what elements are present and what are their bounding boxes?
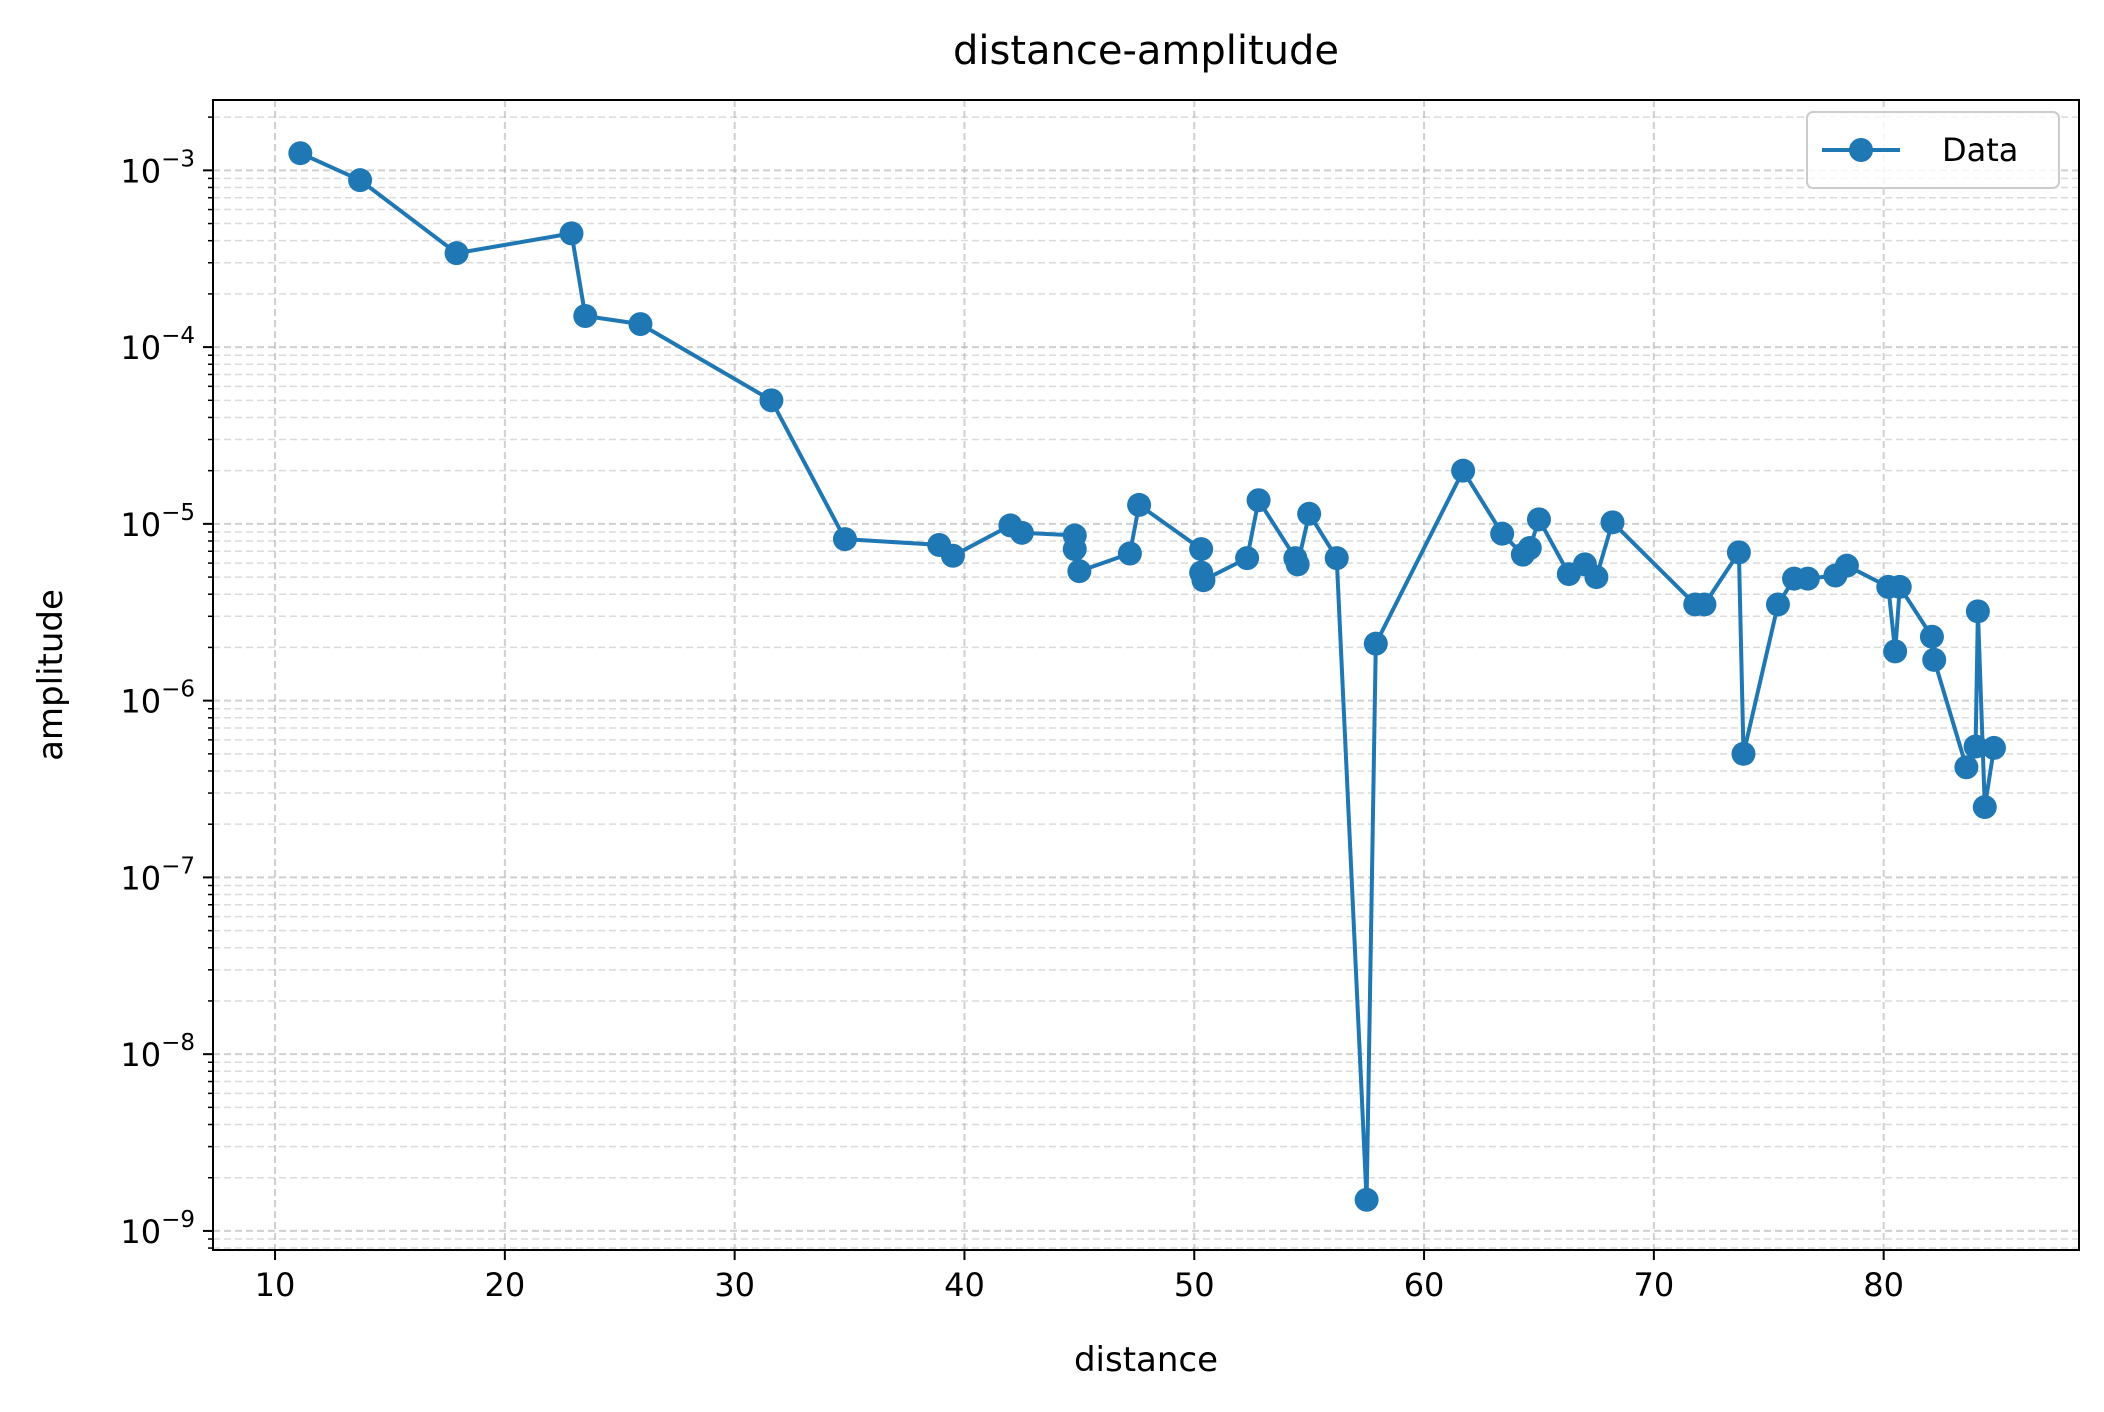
data-point (1517, 536, 1542, 561)
data-point (1834, 553, 1859, 578)
x-tick-label: 50 (1174, 1266, 1215, 1304)
data-point (1765, 592, 1790, 617)
data-point (628, 312, 653, 337)
x-tick-label: 10 (255, 1266, 296, 1304)
data-point (759, 388, 784, 413)
data-point (444, 241, 469, 266)
data-point (1246, 488, 1271, 513)
data-point (1883, 639, 1908, 664)
data-point (559, 221, 584, 246)
grid (213, 100, 2079, 1250)
x-tick-label: 40 (944, 1266, 985, 1304)
data-point (1189, 537, 1214, 562)
legend: Data (1806, 111, 2060, 189)
x-tick-label: 60 (1404, 1266, 1445, 1304)
x-tick-label: 80 (1863, 1266, 1904, 1304)
y-tick-label: 10−6 (120, 677, 195, 721)
x-tick-label: 20 (484, 1266, 525, 1304)
y-tick-label: 10−9 (120, 1207, 195, 1251)
data-point (573, 303, 598, 328)
data-point (1731, 741, 1756, 766)
y-tick-label: 10−5 (120, 500, 195, 544)
series-layer (288, 141, 2006, 1212)
data-point (1062, 537, 1087, 562)
data-point (1584, 565, 1609, 590)
plot-frame (212, 99, 2080, 1251)
ticks: 10 20 30 40 50 60 70 80 10−9 10−8 10−7 10−6 10−5 10−4… (120, 116, 1904, 1304)
y-axis-label: amplitude (31, 589, 71, 761)
y-tick-label: 10−3 (120, 146, 195, 190)
data-point (1692, 592, 1717, 617)
x-tick-label: 30 (714, 1266, 755, 1304)
data-point (1363, 631, 1388, 656)
data-point (1954, 755, 1979, 780)
data-point (1117, 541, 1142, 566)
legend-box (1806, 111, 2060, 189)
y-tick-label: 10−7 (120, 853, 195, 897)
data-point (1600, 510, 1625, 535)
data-point (1965, 599, 1990, 624)
data-point (1297, 501, 1322, 526)
data-point (1285, 552, 1310, 577)
data-point (832, 527, 857, 552)
y-tick-label: 10−8 (120, 1030, 195, 1074)
x-tick-label: 70 (1634, 1266, 1675, 1304)
data-point (1919, 624, 1944, 649)
data-point (1490, 521, 1515, 546)
chart-title: distance-amplitude (953, 28, 1339, 74)
data-point (1127, 492, 1152, 517)
data-point (1009, 520, 1034, 545)
data-point (1972, 795, 1997, 820)
data-point (1191, 568, 1216, 593)
data-point (1887, 574, 1912, 599)
data-point (1981, 735, 2006, 760)
x-axis-label: distance (1074, 1340, 1218, 1380)
data-point (348, 168, 373, 193)
data-point (1451, 458, 1476, 483)
y-tick-label: 10−4 (120, 323, 195, 367)
data-point (1235, 546, 1260, 571)
data-point (1526, 507, 1551, 532)
data-point (1324, 546, 1349, 571)
data-point (288, 141, 313, 166)
legend-marker (1849, 138, 1873, 162)
data-point (1795, 566, 1820, 591)
data-point (1726, 540, 1751, 565)
data-point (1354, 1187, 1379, 1212)
data-point (1963, 734, 1988, 759)
legend-entry-data: Data (1942, 131, 2018, 169)
data-point (940, 543, 965, 568)
data-point (1067, 559, 1092, 584)
data-point (1922, 647, 1947, 672)
